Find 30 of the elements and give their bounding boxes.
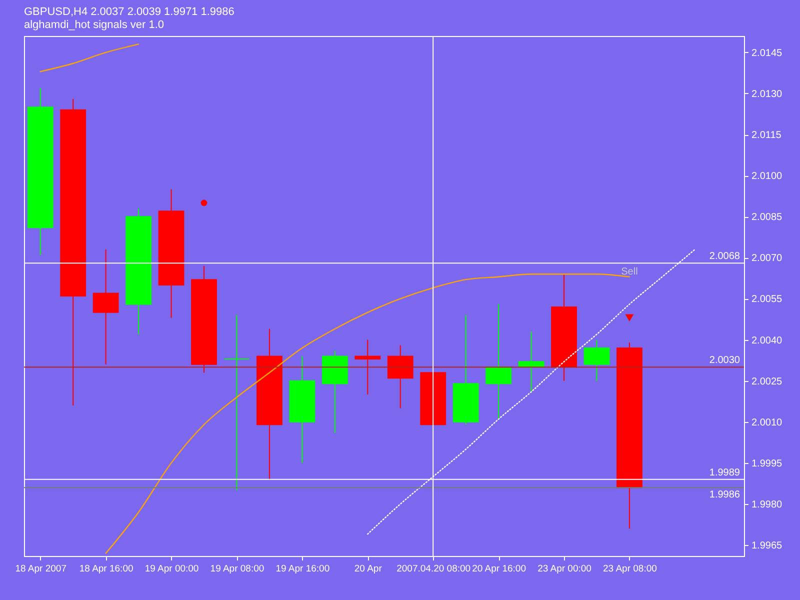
x-tick-label: 18 Apr 16:00 — [79, 564, 134, 574]
y-tick-label: 2.0115 — [752, 130, 782, 142]
x-tick-label: 20 Apr 16:00 — [472, 564, 526, 574]
ref-line-label: 1.9986 — [709, 490, 740, 501]
y-tick-label: 2.0055 — [752, 294, 783, 306]
y-tick-label: 2.0085 — [752, 212, 783, 224]
chart-subtitle: alghamdi_hot signals ver 1.0 — [24, 19, 164, 31]
y-tick-label: 2.0100 — [752, 171, 783, 182]
y-tick-label: 1.9965 — [752, 540, 783, 552]
x-tick-label: 23 Apr 00:00 — [538, 564, 592, 574]
x-tick-label: 20 Apr — [354, 564, 382, 574]
y-tick-label: 2.0040 — [752, 335, 783, 346]
ref-line-label: 2.0030 — [709, 355, 740, 366]
ref-line-label: 2.0068 — [709, 251, 740, 262]
x-tick-label: 23 Apr 08:00 — [603, 564, 657, 574]
y-tick-label: 2.0130 — [752, 88, 783, 100]
y-tick-label: 2.0025 — [752, 376, 783, 388]
y-tick-label: 1.9980 — [752, 500, 783, 510]
x-tick-label: 19 Apr 00:00 — [144, 564, 199, 574]
x-tick-label: 2007.04.20 08:00 — [396, 564, 471, 574]
x-tick-label: 19 Apr 08:00 — [210, 564, 264, 574]
y-tick-label: 2.0070 — [752, 253, 783, 264]
chart-title: GBPUSD,H4 2.0037 2.0039 1.9971 1.9986 — [24, 6, 234, 18]
y-tick-label: 2.0010 — [752, 417, 783, 428]
x-tick-label: 19 Apr 16:00 — [276, 564, 330, 574]
annotation: Sell — [621, 266, 638, 278]
y-tick-label: 2.0145 — [752, 48, 783, 59]
x-tick-label: 18 Apr 2007 — [15, 564, 66, 574]
ref-line-label: 1.9989 — [709, 467, 740, 478]
y-tick-label: 1.9995 — [752, 458, 783, 470]
